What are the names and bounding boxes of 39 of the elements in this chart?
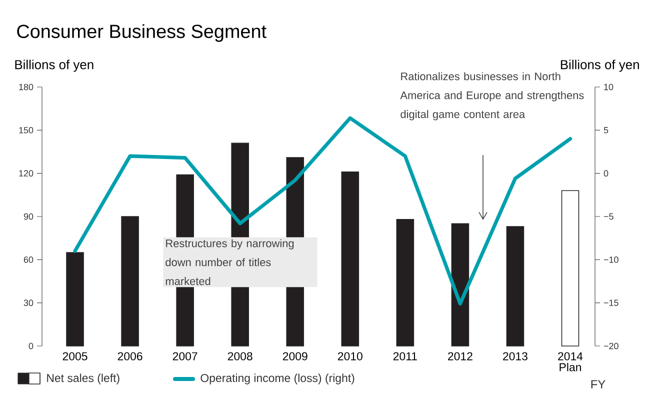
legend-label: Net sales (left) xyxy=(47,374,120,384)
x-tick-label: 2008 xyxy=(228,352,252,360)
bar xyxy=(561,190,580,346)
x-tick-label: 2006 xyxy=(118,352,142,360)
y-tick-label: 150 xyxy=(19,126,34,134)
y2-tick-label: 5 xyxy=(604,127,608,134)
x-tick-label: 2013 xyxy=(503,352,528,360)
y2-tick-label: −20 xyxy=(604,342,618,350)
y-tick-label: 60 xyxy=(24,256,34,263)
x-tick-label: 2007 xyxy=(172,352,198,360)
annotation: Restructures by narrowing down number of titles marketed xyxy=(166,239,294,286)
x-tick-label: 2010 xyxy=(338,352,362,360)
bar xyxy=(66,252,84,346)
y2-tick-label: 10 xyxy=(604,84,614,90)
y-tick-label: 180 xyxy=(19,84,34,90)
y2-tick-label: 0 xyxy=(604,170,608,177)
bar xyxy=(121,216,139,346)
bar xyxy=(451,223,470,346)
x-axis-title: FY xyxy=(591,380,606,388)
y2-axis-title: Billions of yen xyxy=(560,60,639,72)
y-tick-label: 120 xyxy=(19,170,34,177)
x-tick-label: 2014 Plan xyxy=(558,352,583,372)
y2-tick-label: −15 xyxy=(604,300,618,306)
bar xyxy=(506,226,524,346)
y2-tick-label: −10 xyxy=(604,256,618,263)
chart-title: Consumer Business Segment xyxy=(17,24,266,42)
y-tick-label: 0 xyxy=(28,342,34,350)
bar xyxy=(396,218,414,346)
x-tick-label: 2009 xyxy=(282,352,308,360)
legend-label: Operating income (loss) (right) xyxy=(200,374,354,384)
bar xyxy=(341,171,360,346)
x-tick-label: 2011 xyxy=(393,352,417,360)
x-tick-label: 2005 xyxy=(62,352,88,360)
annotation: Rationalizes businesses in North America and Europe and strengthens digital game content area xyxy=(400,72,584,120)
x-tick-label: 2012 xyxy=(448,352,472,360)
y-axis-title: Billions of yen xyxy=(15,60,94,72)
y-tick-label: 30 xyxy=(24,300,34,306)
y-tick-label: 90 xyxy=(24,213,34,220)
y2-tick-label: −5 xyxy=(604,213,614,220)
